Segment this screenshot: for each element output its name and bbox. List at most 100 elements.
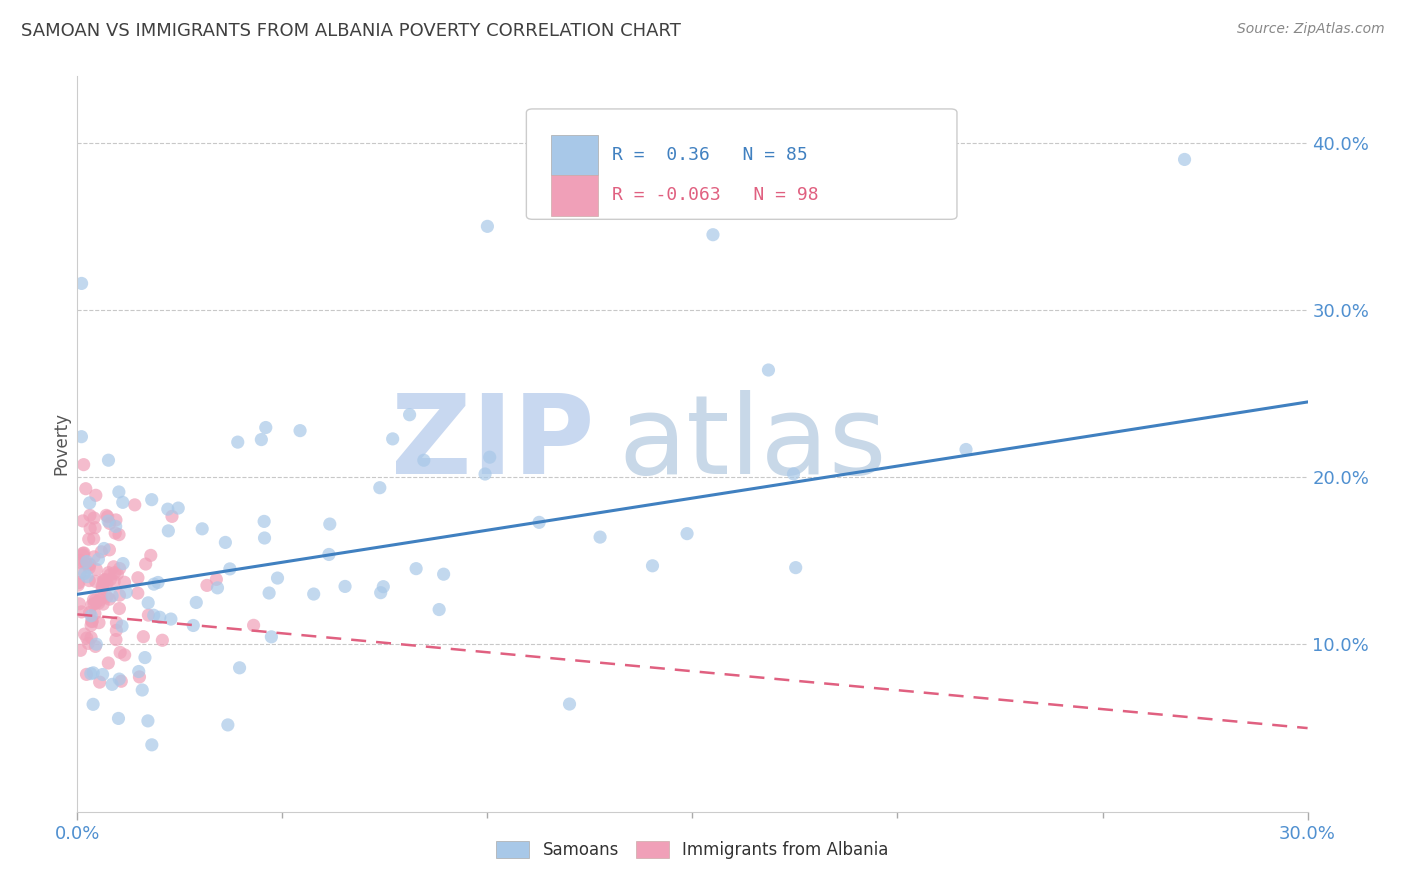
Point <box>97 509 120 524</box>
Point <box>142 577 165 591</box>
Point <box>82 665 104 680</box>
Point <box>82 698 104 712</box>
Point <box>67 597 90 611</box>
Point <box>80 608 103 623</box>
Point <box>108 485 131 500</box>
Point <box>373 580 395 594</box>
Point <box>98 542 121 557</box>
Point <box>101 677 124 691</box>
Point <box>527 516 550 530</box>
Point <box>76 631 98 645</box>
Point <box>97 453 120 467</box>
Point <box>72 546 94 560</box>
Point <box>641 558 664 573</box>
Point <box>253 515 276 529</box>
Point <box>319 517 342 532</box>
Point <box>105 566 128 581</box>
Point <box>134 650 156 665</box>
Point <box>70 430 93 444</box>
Point <box>405 561 427 575</box>
Point <box>477 219 499 234</box>
Point <box>149 610 172 624</box>
Point <box>84 521 107 535</box>
Point <box>108 601 131 615</box>
Point <box>108 561 131 575</box>
Point <box>124 498 146 512</box>
Point <box>207 581 229 595</box>
Point <box>160 509 183 524</box>
Point <box>89 593 111 607</box>
Point <box>160 612 183 626</box>
Point <box>253 531 276 545</box>
Point <box>69 643 91 657</box>
Point <box>242 618 264 632</box>
Point <box>111 557 134 571</box>
Point <box>142 608 165 623</box>
Point <box>128 670 150 684</box>
Point <box>156 502 179 516</box>
Point <box>589 530 612 544</box>
Point <box>110 674 132 689</box>
Text: R = -0.063   N = 98: R = -0.063 N = 98 <box>613 186 820 204</box>
Point <box>114 575 136 590</box>
Point <box>107 711 129 725</box>
Point <box>91 579 114 593</box>
Point <box>77 532 100 546</box>
Point <box>83 549 105 564</box>
Point <box>73 627 96 641</box>
Point <box>186 595 208 609</box>
Point <box>111 495 134 509</box>
Point <box>157 524 180 538</box>
Point <box>128 665 150 679</box>
Point <box>104 526 127 541</box>
Point <box>150 633 173 648</box>
Point <box>84 562 107 576</box>
Point <box>260 630 283 644</box>
Bar <box>551 135 598 175</box>
Point <box>136 596 159 610</box>
Point <box>214 535 236 549</box>
Point <box>72 514 94 528</box>
Point <box>427 602 450 616</box>
Point <box>127 571 149 585</box>
Point <box>412 453 434 467</box>
Point <box>75 482 97 496</box>
Point <box>84 593 107 607</box>
Point <box>69 553 91 567</box>
Point <box>82 592 104 607</box>
Point <box>105 624 128 638</box>
Point <box>333 579 356 593</box>
Point <box>76 569 98 583</box>
Point <box>67 578 90 592</box>
Point <box>94 573 117 587</box>
Point <box>87 552 110 566</box>
Point <box>77 636 100 650</box>
Point <box>83 597 105 611</box>
Point <box>782 467 804 481</box>
Point <box>96 590 118 604</box>
Point <box>368 481 391 495</box>
Point <box>141 492 163 507</box>
Point <box>70 277 93 291</box>
Point <box>67 575 90 590</box>
Point <box>91 582 114 596</box>
Point <box>135 557 157 571</box>
Point <box>87 615 110 630</box>
Point <box>136 714 159 728</box>
Point <box>676 526 699 541</box>
Point <box>93 577 115 591</box>
Point <box>79 508 101 523</box>
Point <box>91 667 114 681</box>
Point <box>80 618 103 632</box>
Point <box>73 458 96 472</box>
Point <box>139 549 162 563</box>
Point <box>105 615 128 630</box>
Point <box>318 548 340 562</box>
Point <box>558 697 581 711</box>
Point <box>80 631 103 645</box>
Point <box>80 615 103 629</box>
Point <box>96 576 118 591</box>
Point <box>127 586 149 600</box>
Point <box>167 501 190 516</box>
Point <box>381 432 404 446</box>
